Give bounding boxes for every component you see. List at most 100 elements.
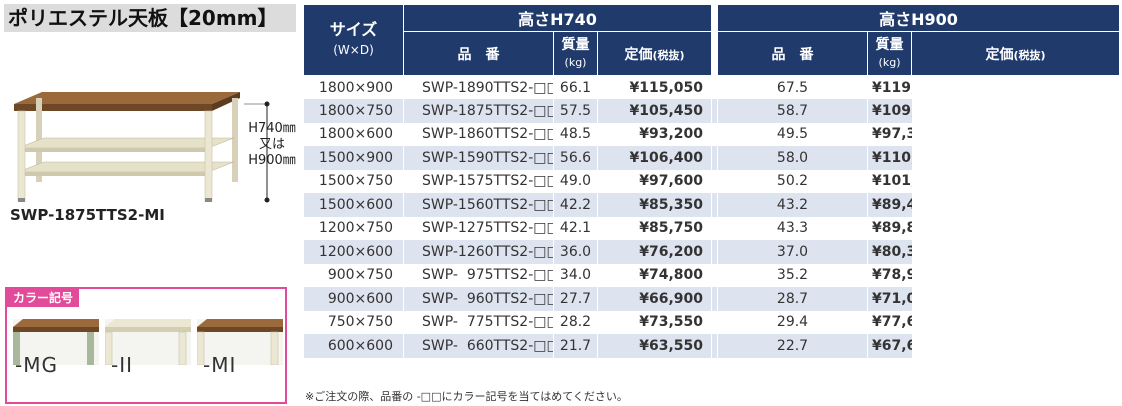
code-h900-cell: SWPH-1560TTS2-□□ bbox=[711, 193, 718, 217]
page-title: ポリエステル天板【20mm】 bbox=[4, 4, 296, 32]
price-h900-cell: ¥67,650 bbox=[867, 334, 912, 358]
weight-h740-cell: 21.7 bbox=[553, 334, 598, 358]
size-cell: 600×600 bbox=[303, 334, 404, 358]
price-header-h740: 定価(税抜) bbox=[596, 31, 713, 76]
table-row: 1800×750SWP-1875TTS2-□□57.5¥105,450SWPH-… bbox=[303, 99, 1120, 123]
weight-h900-cell: 29.4 bbox=[717, 310, 868, 334]
price-h740-cell: ¥115,050 bbox=[596, 75, 712, 99]
code-h740-cell: SWP-1875TTS2-□□ bbox=[403, 99, 554, 123]
price-h900-cell: ¥110,900 bbox=[867, 146, 912, 170]
price-h740-cell: ¥97,600 bbox=[596, 169, 712, 193]
weight-header-h900: 質量 (kg) bbox=[867, 31, 913, 76]
price-h900-cell: ¥77,650 bbox=[867, 310, 912, 334]
table-row: 1200×750SWP-1275TTS2-□□42.1¥85,750SWPH-1… bbox=[303, 216, 1120, 240]
weight-h740-cell: 34.0 bbox=[553, 263, 598, 287]
price-h740-cell: ¥85,750 bbox=[596, 216, 712, 240]
price-h900-cell: ¥89,850 bbox=[867, 216, 912, 240]
table-row: 1800×900SWP-1890TTS2-□□66.1¥115,050SWPH-… bbox=[303, 75, 1120, 99]
price-h900-cell: ¥97,300 bbox=[867, 122, 912, 146]
code-h740-cell: SWP-1575TTS2-□□ bbox=[403, 169, 554, 193]
workbench-illustration bbox=[14, 92, 270, 203]
code-h740-cell: SWP-1560TTS2-□□ bbox=[403, 193, 554, 217]
color-code-mi: -MI bbox=[203, 353, 237, 377]
weight-h900-cell: 22.7 bbox=[717, 334, 868, 358]
product-model-label: SWP-1875TTS2-MI bbox=[10, 206, 165, 224]
price-h900-cell: ¥101,700 bbox=[867, 169, 912, 193]
weight-h740-cell: 49.0 bbox=[553, 169, 598, 193]
price-h900-cell: ¥119,550 bbox=[867, 75, 912, 99]
weight-h900-cell: 28.7 bbox=[717, 287, 868, 311]
price-h900-cell: ¥71,000 bbox=[867, 287, 912, 311]
size-cell: 1500×750 bbox=[303, 169, 404, 193]
weight-h740-cell: 27.7 bbox=[553, 287, 598, 311]
order-footnote: ※ご注文の際、品番の -□□にカラー記号を当てはめてください。 bbox=[305, 390, 628, 403]
size-cell: 1500×600 bbox=[303, 193, 404, 217]
table-row: 1500×900SWP-1590TTS2-□□56.6¥106,400SWPH-… bbox=[303, 146, 1120, 170]
color-code-title: カラー記号 bbox=[7, 289, 80, 307]
size-cell: 1200×750 bbox=[303, 216, 404, 240]
price-header-h900: 定価(税抜) bbox=[911, 31, 1121, 76]
h740-group-header: 高さH740 bbox=[402, 4, 713, 32]
weight-header-h740: 質量 (kg) bbox=[553, 31, 598, 76]
table-row: 1800×600SWP-1860TTS2-□□48.5¥93,200SWPH-1… bbox=[303, 122, 1120, 146]
weight-h900-cell: 50.2 bbox=[717, 169, 868, 193]
weight-h740-cell: 28.2 bbox=[553, 310, 598, 334]
price-h740-cell: ¥63,550 bbox=[596, 334, 712, 358]
price-header-label: 定価 bbox=[985, 46, 1014, 63]
code-h740-cell: SWP- 775TTS2-□□ bbox=[403, 310, 554, 334]
weight-h900-cell: 58.0 bbox=[717, 146, 868, 170]
code-h900-cell: SWPH- 660TTS2-□□ bbox=[711, 334, 718, 358]
height-label-or: 又は bbox=[258, 137, 285, 152]
weight-header-label: 質量 bbox=[561, 36, 590, 53]
code-h900-cell: SWPH-1590TTS2-□□ bbox=[711, 146, 718, 170]
price-h740-cell: ¥93,200 bbox=[596, 122, 712, 146]
size-cell: 1800×750 bbox=[303, 99, 404, 123]
weight-header-label: 質量 bbox=[875, 36, 904, 53]
color-code-ii: -II bbox=[111, 353, 134, 377]
price-h740-cell: ¥105,450 bbox=[596, 99, 712, 123]
code-h900-cell: SWPH-1860TTS2-□□ bbox=[711, 122, 718, 146]
code-h900-cell: SWPH- 775TTS2-□□ bbox=[711, 310, 718, 334]
price-h900-cell: ¥80,300 bbox=[867, 240, 912, 264]
weight-h900-cell: 43.3 bbox=[717, 216, 868, 240]
price-h740-cell: ¥66,900 bbox=[596, 287, 712, 311]
color-code-panel: カラー記号 -MG -II -MI bbox=[5, 287, 287, 404]
color-code-mg: -MG bbox=[15, 353, 58, 377]
weight-h900-cell: 35.2 bbox=[717, 263, 868, 287]
table-row: 1500×750SWP-1575TTS2-□□49.0¥97,600SWPH-1… bbox=[303, 169, 1120, 193]
weight-header-unit: (kg) bbox=[878, 55, 901, 69]
code-h900-cell: SWPH-1890TTS2-□□ bbox=[711, 75, 718, 99]
size-cell: 1500×900 bbox=[303, 146, 404, 170]
swatch-mg bbox=[13, 319, 99, 365]
price-h740-cell: ¥73,550 bbox=[596, 310, 712, 334]
size-cell: 1200×600 bbox=[303, 240, 404, 264]
code-h740-cell: SWP- 660TTS2-□□ bbox=[403, 334, 554, 358]
swatch-ii bbox=[105, 319, 191, 365]
code-h900-cell: SWPH-1260TTS2-□□ bbox=[711, 240, 718, 264]
weight-h900-cell: 37.0 bbox=[717, 240, 868, 264]
size-cell: 1800×900 bbox=[303, 75, 404, 99]
code-header-h740: 品 番 bbox=[403, 31, 554, 76]
price-h740-cell: ¥74,800 bbox=[596, 263, 712, 287]
code-h900-cell: SWPH- 975TTS2-□□ bbox=[711, 263, 718, 287]
height-label-900: H900㎜ bbox=[248, 153, 296, 168]
weight-h740-cell: 66.1 bbox=[553, 75, 598, 99]
price-h740-cell: ¥85,350 bbox=[596, 193, 712, 217]
weight-h900-cell: 67.5 bbox=[717, 75, 868, 99]
size-cell: 750×750 bbox=[303, 310, 404, 334]
code-h740-cell: SWP-1275TTS2-□□ bbox=[403, 216, 554, 240]
size-column-header: サイズ (W×D) bbox=[303, 4, 404, 76]
code-h740-cell: SWP-1260TTS2-□□ bbox=[403, 240, 554, 264]
code-h900-cell: SWPH- 960TTS2-□□ bbox=[711, 287, 718, 311]
size-cell: 900×600 bbox=[303, 287, 404, 311]
price-table: サイズ (W×D) 高さH740 高さH900 品 番 質量 (kg) 定価(税… bbox=[303, 4, 1121, 358]
code-h740-cell: SWP-1860TTS2-□□ bbox=[403, 122, 554, 146]
weight-h740-cell: 57.5 bbox=[553, 99, 598, 123]
code-header-h900: 品 番 bbox=[717, 31, 869, 76]
price-header-label: 定価 bbox=[624, 46, 653, 63]
code-h740-cell: SWP-1590TTS2-□□ bbox=[403, 146, 554, 170]
